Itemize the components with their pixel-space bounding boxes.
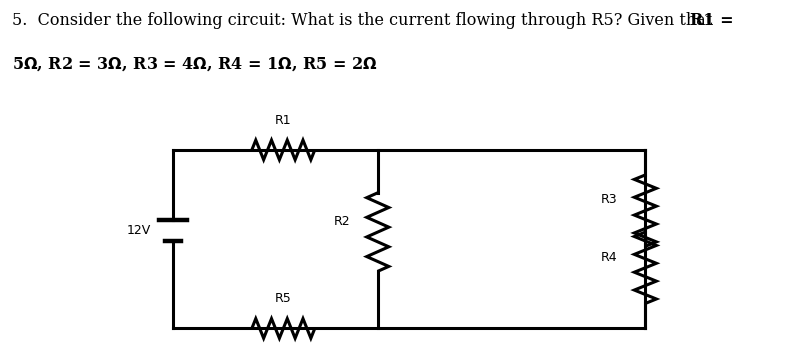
Text: R1: R1 xyxy=(275,114,292,127)
Text: R1 =: R1 = xyxy=(690,12,733,30)
Text: 5.  Consider the following circuit: What is the current flowing through R5? Give: 5. Consider the following circuit: What … xyxy=(12,12,717,30)
Text: R4: R4 xyxy=(601,251,618,263)
Text: 12V: 12V xyxy=(127,224,151,237)
Text: 5$\mathbf{\Omega}$, R2 = 3$\mathbf{\Omega}$, R3 = 4$\mathbf{\Omega}$, R4 = 1$\ma: 5$\mathbf{\Omega}$, R2 = 3$\mathbf{\Omeg… xyxy=(12,55,378,73)
Text: R5: R5 xyxy=(275,292,292,305)
Text: R2: R2 xyxy=(334,215,350,228)
Text: R3: R3 xyxy=(601,193,618,206)
